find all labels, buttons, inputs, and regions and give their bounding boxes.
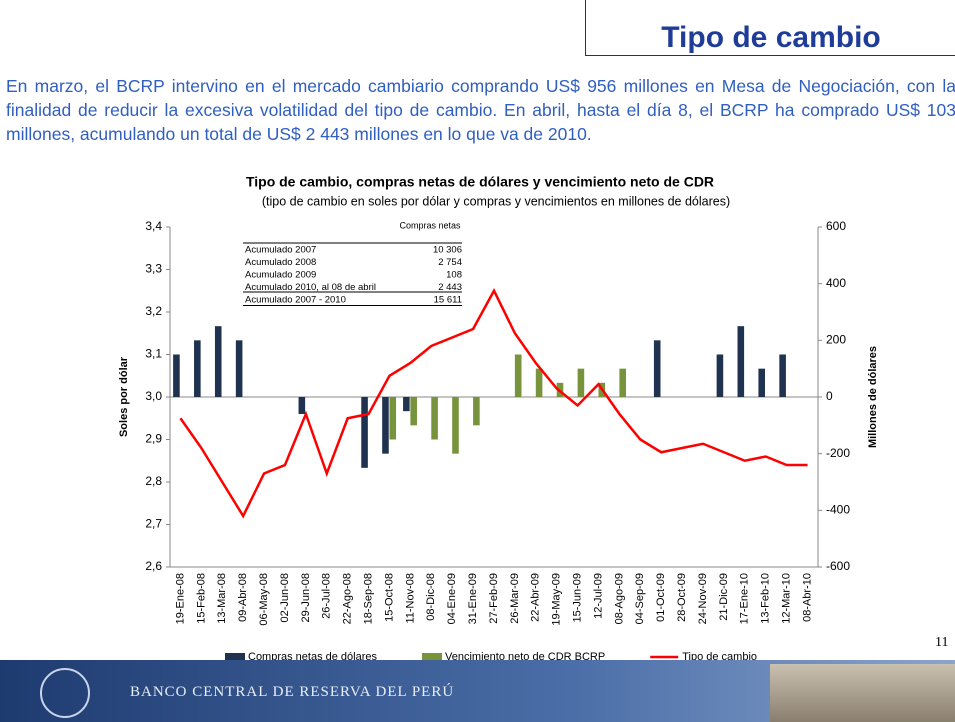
x-tick-label: 21-Dic-09 — [718, 573, 730, 621]
table-cell: Acumulado 2007 - 2010 — [245, 295, 346, 306]
y2-tick-label: 400 — [826, 276, 846, 290]
x-tick-label: 01-Oct-09 — [655, 573, 667, 622]
x-tick-label: 12-Mar-10 — [781, 573, 793, 624]
bar — [235, 340, 243, 397]
y2-tick-label: -200 — [826, 446, 850, 460]
bar — [758, 368, 766, 397]
y-axis-label: Soles por dólar — [118, 356, 130, 437]
x-tick-label: 15-Oct-08 — [383, 573, 395, 622]
slide-title: Tipo de cambio — [585, 0, 955, 56]
x-tick-label: 06-May-08 — [258, 573, 270, 626]
y2-tick-label: 600 — [826, 219, 846, 233]
x-tick-label: 26-Mar-09 — [509, 573, 521, 624]
x-tick-label: 17-Ene-10 — [739, 573, 751, 624]
y-tick-label: 3,2 — [145, 304, 162, 318]
bar — [779, 354, 786, 397]
legend-swatch — [422, 653, 443, 660]
x-tick-label: 08-Dic-08 — [425, 573, 437, 621]
bar — [298, 397, 306, 414]
x-tick-label: 27-Feb-09 — [488, 573, 500, 624]
legend-swatch — [225, 653, 245, 660]
page-number: 11 — [935, 635, 949, 650]
x-tick-label: 31-Ene-09 — [467, 573, 479, 624]
x-tick-label: 29-Jun-08 — [300, 573, 312, 623]
table-cell: 15 611 — [434, 295, 462, 306]
x-tick-label: 22-Ago-08 — [342, 573, 354, 624]
bar — [452, 397, 459, 454]
bar — [514, 354, 522, 397]
x-tick-label: 09-Abr-08 — [237, 573, 249, 622]
chart-subtitle: (tipo de cambio en soles por dólar y com… — [262, 194, 730, 208]
legend-label: Vencimiento neto de CDR BCRP — [445, 651, 605, 660]
table-cell: 2 754 — [438, 257, 462, 268]
bar — [382, 397, 389, 454]
y2-tick-label: -600 — [826, 559, 850, 573]
x-tick-label: 19-Ene-08 — [174, 573, 186, 624]
y-tick-label: 3,3 — [145, 262, 162, 276]
paragraph: En marzo, el BCRP intervino en el mercad… — [6, 76, 955, 144]
legend-label: Compras netas de dólares — [248, 651, 378, 660]
bar — [194, 340, 201, 397]
x-tick-label: 24-Nov-09 — [697, 573, 709, 624]
x-tick-label: 26-Jul-08 — [321, 573, 333, 619]
footer: BANCO CENTRAL DE RESERVA DEL PERÚ — [0, 660, 955, 722]
bar — [577, 368, 585, 397]
y2-tick-label: 0 — [826, 389, 833, 403]
line — [179, 288, 808, 519]
table-cell: Acumulado 2007 — [245, 245, 316, 256]
x-tick-label: 15-Feb-08 — [195, 573, 207, 624]
table-cell: Acumulado 2008 — [245, 257, 316, 268]
logo — [40, 668, 90, 718]
chart-title: Tipo de cambio, compras netas de dólares… — [246, 174, 714, 190]
y2-tick-label: 200 — [826, 333, 846, 347]
y2-axis-label: Millones de dólares — [867, 346, 879, 448]
x-tick-label: 15-Jun-09 — [572, 573, 584, 623]
footer-text: BANCO CENTRAL DE RESERVA DEL PERÚ — [130, 684, 455, 700]
bar — [214, 326, 222, 397]
table-cell: 10 306 — [433, 245, 462, 256]
bar — [619, 368, 627, 397]
bar — [653, 340, 661, 397]
bar — [535, 368, 543, 397]
y-tick-label: 3,0 — [145, 389, 162, 403]
x-tick-label: 22-Abr-09 — [530, 573, 542, 622]
bar — [403, 397, 410, 412]
x-tick-label: 13-Mar-08 — [216, 573, 228, 624]
y-tick-label: 3,1 — [145, 347, 162, 361]
bar — [473, 397, 480, 426]
bar — [173, 354, 180, 397]
footer-picture — [770, 664, 955, 722]
table-cell: 108 — [446, 270, 462, 281]
legend-label: Tipo de cambio — [682, 651, 757, 660]
x-tick-label: 12-Jul-09 — [592, 573, 604, 619]
y-tick-label: 2,9 — [145, 432, 162, 446]
bar — [737, 326, 745, 397]
bar — [389, 397, 397, 440]
x-tick-label: 28-Oct-09 — [676, 573, 688, 622]
y-tick-label: 2,6 — [145, 559, 162, 573]
y-tick-label: 3,4 — [145, 219, 162, 233]
x-tick-label: 08-Ago-09 — [613, 573, 625, 624]
y-tick-label: 2,8 — [145, 474, 162, 488]
x-tick-label: 08-Abr-10 — [801, 573, 813, 622]
table-cell: 2 443 — [438, 282, 462, 293]
table-header: Compras netas — [399, 220, 461, 230]
table-cell: Acumulado 2009 — [245, 270, 316, 281]
x-tick-label: 13-Feb-10 — [760, 573, 772, 624]
bar — [410, 397, 417, 426]
x-tick-label: 11-Nov-08 — [404, 573, 416, 624]
x-tick-label: 18-Sep-08 — [362, 573, 374, 624]
table-cell: Acumulado 2010, al 08 de abril — [245, 282, 376, 293]
x-tick-label: 04-Ene-09 — [446, 573, 458, 624]
x-tick-label: 04-Sep-09 — [634, 573, 646, 624]
y-tick-label: 2,7 — [145, 517, 162, 531]
chart: Tipo de cambio, compras netas de dólares… — [118, 174, 879, 660]
x-tick-label: 19-May-09 — [551, 573, 563, 626]
bar — [361, 397, 368, 468]
bar — [716, 354, 724, 397]
y2-tick-label: -400 — [826, 503, 850, 517]
x-tick-label: 02-Jun-08 — [279, 573, 291, 623]
bar — [431, 397, 438, 440]
